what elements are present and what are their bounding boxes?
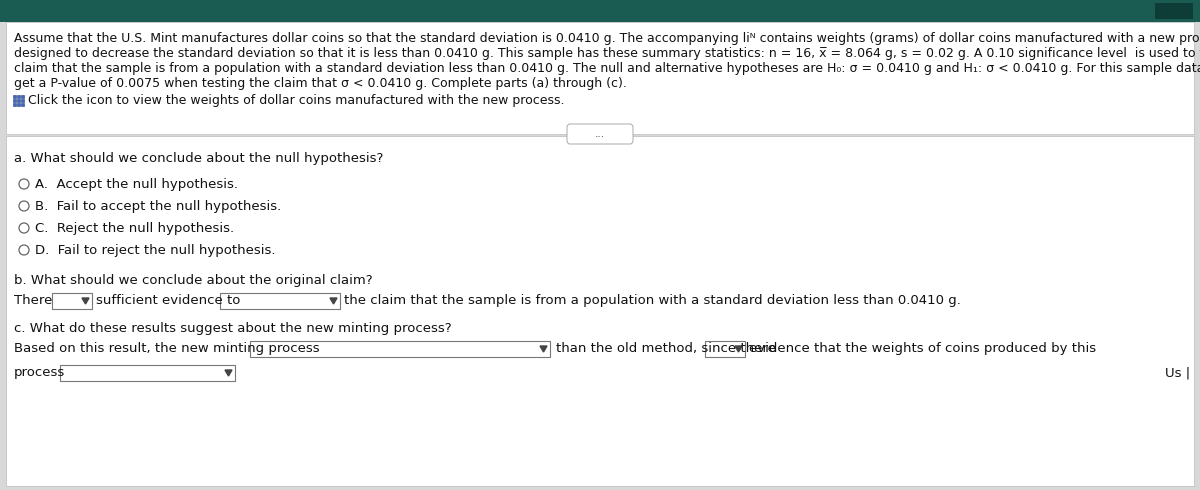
FancyBboxPatch shape <box>220 293 340 309</box>
Circle shape <box>19 179 29 189</box>
FancyBboxPatch shape <box>568 124 634 144</box>
Text: process: process <box>14 366 65 379</box>
Text: b. What should we conclude about the original claim?: b. What should we conclude about the ori… <box>14 274 373 287</box>
FancyBboxPatch shape <box>13 95 17 98</box>
Polygon shape <box>330 298 337 304</box>
Polygon shape <box>82 298 89 304</box>
Text: get a P-value of 0.0075 when testing the claim that σ < 0.0410 g. Complete parts: get a P-value of 0.0075 when testing the… <box>14 77 626 90</box>
Text: ...: ... <box>595 129 605 139</box>
FancyBboxPatch shape <box>17 103 20 106</box>
Text: There: There <box>14 294 53 307</box>
Polygon shape <box>734 346 742 352</box>
Text: A.  Accept the null hypothesis.: A. Accept the null hypothesis. <box>35 178 238 191</box>
FancyBboxPatch shape <box>13 103 17 106</box>
FancyBboxPatch shape <box>17 99 20 102</box>
Text: Based on this result, the new minting process: Based on this result, the new minting pr… <box>14 342 319 355</box>
Text: the claim that the sample is from a population with a standard deviation less th: the claim that the sample is from a popu… <box>344 294 961 307</box>
Text: a. What should we conclude about the null hypothesis?: a. What should we conclude about the nul… <box>14 152 383 165</box>
FancyBboxPatch shape <box>6 136 1194 486</box>
FancyBboxPatch shape <box>17 95 20 98</box>
Text: B.  Fail to accept the null hypothesis.: B. Fail to accept the null hypothesis. <box>35 200 281 213</box>
FancyBboxPatch shape <box>60 365 235 381</box>
Text: claim that the sample is from a population with a standard deviation less than 0: claim that the sample is from a populati… <box>14 62 1200 75</box>
Text: Us |: Us | <box>1165 366 1190 379</box>
Text: Click the icon to view the weights of dollar coins manufactured with the new pro: Click the icon to view the weights of do… <box>28 94 564 107</box>
FancyBboxPatch shape <box>22 103 24 106</box>
Text: sufficient evidence to: sufficient evidence to <box>96 294 240 307</box>
FancyBboxPatch shape <box>22 95 24 98</box>
Circle shape <box>19 201 29 211</box>
FancyBboxPatch shape <box>13 99 17 102</box>
FancyBboxPatch shape <box>52 293 92 309</box>
FancyBboxPatch shape <box>250 341 550 357</box>
Text: D.  Fail to reject the null hypothesis.: D. Fail to reject the null hypothesis. <box>35 244 276 257</box>
FancyBboxPatch shape <box>0 0 1200 22</box>
Polygon shape <box>226 370 232 376</box>
Text: Assume that the U.S. Mint manufactures dollar coins so that the standard deviati: Assume that the U.S. Mint manufactures d… <box>14 32 1200 45</box>
Polygon shape <box>540 346 547 352</box>
Text: evidence that the weights of coins produced by this: evidence that the weights of coins produ… <box>749 342 1096 355</box>
Text: designed to decrease the standard deviation so that it is less than 0.0410 g. Th: designed to decrease the standard deviat… <box>14 47 1200 60</box>
Text: than the old method, since there: than the old method, since there <box>556 342 776 355</box>
FancyBboxPatch shape <box>706 341 745 357</box>
FancyBboxPatch shape <box>1154 3 1193 19</box>
Circle shape <box>19 245 29 255</box>
FancyBboxPatch shape <box>6 22 1194 134</box>
Circle shape <box>19 223 29 233</box>
Text: C.  Reject the null hypothesis.: C. Reject the null hypothesis. <box>35 222 234 235</box>
Text: c. What do these results suggest about the new minting process?: c. What do these results suggest about t… <box>14 322 451 335</box>
FancyBboxPatch shape <box>22 99 24 102</box>
